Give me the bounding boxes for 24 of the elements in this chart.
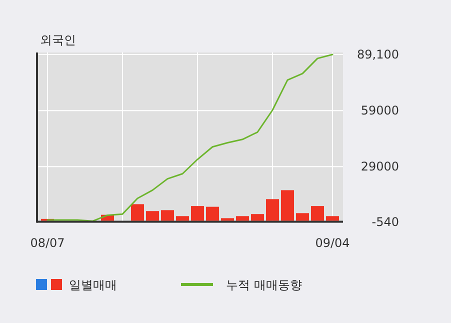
bar: [161, 210, 174, 221]
bar: [251, 214, 264, 221]
bar: [296, 213, 309, 221]
legend-label: 누적 매매동향: [226, 278, 302, 292]
x-tick-label: 09/04: [315, 236, 350, 250]
y-tick-label: -540: [372, 214, 399, 229]
y-tick-label: 29000: [360, 160, 399, 174]
bar: [221, 218, 234, 221]
x-tick-label: 08/07: [30, 236, 65, 250]
y-tick-label: 59000: [360, 104, 399, 118]
chart-title: 외국인: [40, 33, 76, 47]
bar: [206, 206, 219, 221]
bar: [311, 206, 324, 221]
y-tick-label: 89,100: [357, 48, 399, 62]
bar: [176, 216, 189, 221]
bar: [131, 204, 144, 221]
line-series: [46, 54, 334, 222]
bar: [281, 190, 294, 221]
legend-label: 일별매매: [69, 278, 117, 292]
bar: [191, 206, 204, 221]
bar: [236, 216, 249, 221]
bar: [266, 199, 279, 221]
bar: [146, 211, 159, 221]
bar: [326, 216, 339, 221]
